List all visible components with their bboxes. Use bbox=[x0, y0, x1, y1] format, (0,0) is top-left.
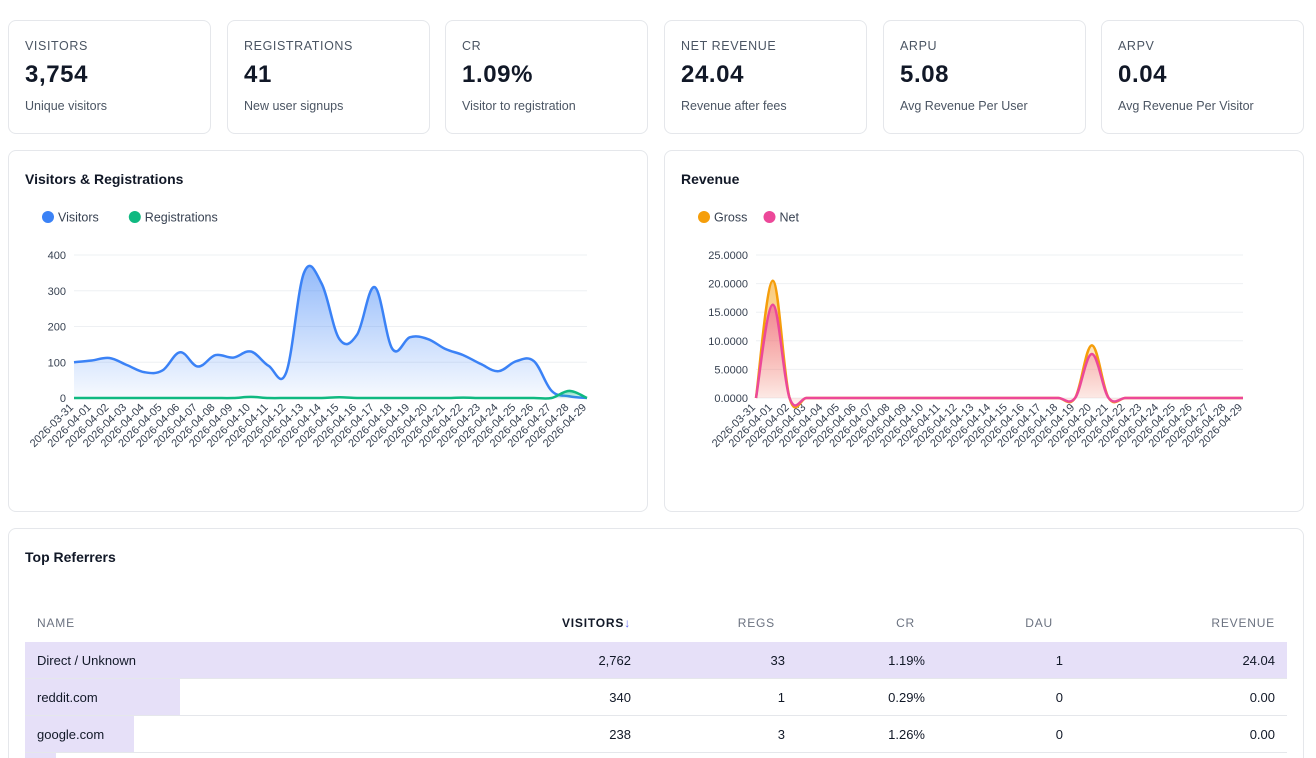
y-tick-label: 20.0000 bbox=[708, 279, 748, 291]
cell-revenue: 24.04 bbox=[1242, 653, 1275, 668]
legend-item-gross[interactable]: Gross bbox=[698, 211, 747, 225]
kpi-label: ARPU bbox=[900, 39, 938, 53]
kpi-sub: Avg Revenue Per Visitor bbox=[1118, 99, 1254, 113]
legend-label: Registrations bbox=[145, 211, 218, 225]
series-line-registrations bbox=[74, 389, 588, 400]
kpi-card-visitors: VISITORS 3,754 Unique visitors bbox=[8, 20, 211, 134]
cell-dau: 0 bbox=[1055, 690, 1063, 705]
cell-regs: 1 bbox=[777, 690, 785, 705]
y-tick-label: 10.0000 bbox=[708, 336, 748, 348]
kpi-card-net-revenue: NET REVENUE 24.04 Revenue after fees bbox=[664, 20, 867, 134]
series-area-net bbox=[756, 304, 1243, 406]
cell-dau: 1 bbox=[1055, 653, 1063, 668]
cell-regs: 3 bbox=[777, 727, 785, 742]
y-tick-label: 200 bbox=[48, 322, 66, 334]
kpi-value: 3,754 bbox=[25, 61, 89, 88]
kpi-card-registrations: REGISTRATIONS 41 New user signups bbox=[227, 20, 430, 134]
col-header-name[interactable]: NAME bbox=[37, 616, 75, 630]
top-referrers-panel: Top Referrers NAME VISITORS↓ REGS CR DAU… bbox=[8, 528, 1304, 758]
kpi-value: 5.08 bbox=[900, 61, 950, 88]
cell-revenue: 0.00 bbox=[1249, 690, 1275, 705]
kpi-sub: Visitor to registration bbox=[462, 99, 576, 113]
y-tick-label: 0.0000 bbox=[714, 393, 748, 405]
col-header-dau[interactable]: DAU bbox=[1025, 616, 1053, 630]
y-tick-label: 5.0000 bbox=[714, 364, 748, 376]
cell-visitors: 2,762 bbox=[598, 653, 631, 668]
y-tick-label: 300 bbox=[48, 286, 66, 298]
series-area-gross bbox=[756, 280, 1243, 408]
kpi-card-cr: CR 1.09% Visitor to registration bbox=[445, 20, 648, 134]
cell-dau: 0 bbox=[1055, 727, 1063, 742]
panel-title: Top Referrers bbox=[25, 549, 116, 565]
table-row[interactable]: Direct / Unknown 2,762 33 1.19% 1 24.04 bbox=[25, 642, 1287, 679]
cell-revenue: 0.00 bbox=[1249, 727, 1275, 742]
legend-label: Net bbox=[780, 211, 800, 225]
kpi-value: 41 bbox=[244, 61, 272, 88]
col-header-visitors-label: VISITORS bbox=[561, 616, 625, 630]
cell-cr: 1.19% bbox=[888, 653, 925, 668]
kpi-sub: New user signups bbox=[244, 99, 344, 113]
y-tick-label: 25.0000 bbox=[708, 250, 748, 262]
y-tick-label: 100 bbox=[48, 357, 66, 369]
legend-item-net[interactable]: Net bbox=[763, 211, 800, 225]
legend-item-registrations[interactable]: Registrations bbox=[128, 211, 218, 225]
legend-label: Visitors bbox=[58, 211, 99, 225]
legend-swatch bbox=[42, 211, 54, 223]
row-share-bar bbox=[25, 642, 1287, 678]
panel-title: Visitors & Registrations bbox=[25, 171, 184, 187]
kpi-row: VISITORS 3,754 Unique visitors REGISTRAT… bbox=[8, 20, 1304, 134]
panel-title: Revenue bbox=[681, 171, 740, 187]
row-share-bar bbox=[25, 753, 56, 758]
revenue-chart: Gross Net 0.0000 5.0000 10.0000 15.0000 20.000… bbox=[698, 211, 1245, 450]
cell-name: google.com bbox=[37, 727, 105, 742]
kpi-value: 24.04 bbox=[681, 61, 745, 88]
kpi-sub: Avg Revenue Per User bbox=[900, 99, 1028, 113]
legend-swatch bbox=[128, 211, 141, 223]
series-line-gross bbox=[754, 279, 1243, 409]
row-share-bar bbox=[25, 716, 134, 752]
series-line-net bbox=[754, 303, 1243, 407]
cell-name: reddit.com bbox=[37, 690, 98, 705]
col-header-regs[interactable]: REGS bbox=[737, 616, 775, 630]
table-row[interactable]: google.com 238 3 1.26% 0 0.00 bbox=[25, 716, 1287, 753]
row-share-bar bbox=[25, 679, 181, 715]
table-header: NAME VISITORS↓ REGS CR DAU REVENUE bbox=[25, 602, 1287, 642]
referrers-table: NAME VISITORS↓ REGS CR DAU REVENUE Direc… bbox=[25, 602, 1287, 758]
kpi-sub: Unique visitors bbox=[25, 99, 107, 113]
kpi-sub: Revenue after fees bbox=[681, 99, 787, 113]
visitors-registrations-chart: Visitors Registrations01002003004002026-0… bbox=[28, 211, 589, 450]
kpi-value: 1.09% bbox=[462, 61, 534, 88]
table-row[interactable]: api.daily.dev6700.00%00.00 bbox=[25, 753, 1287, 758]
series-area-visitors bbox=[74, 265, 587, 398]
kpi-label: NET REVENUE bbox=[681, 39, 777, 53]
revenue-panel: Revenue Gross Net 0.0000 5.0000 10.0000 15.00… bbox=[664, 150, 1304, 512]
series-line-visitors bbox=[73, 264, 588, 400]
kpi-value: 0.04 bbox=[1118, 61, 1168, 88]
col-header-cr[interactable]: CR bbox=[896, 616, 915, 630]
y-tick-label: 400 bbox=[48, 250, 66, 262]
kpi-label: REGISTRATIONS bbox=[244, 39, 353, 53]
y-tick-label: 0 bbox=[60, 393, 66, 405]
table-row[interactable]: reddit.com 340 1 0.29% 0 0.00 bbox=[25, 679, 1287, 716]
cell-regs: 33 bbox=[770, 653, 785, 668]
cell-visitors: 340 bbox=[609, 690, 631, 705]
legend-label: Gross bbox=[714, 211, 747, 225]
legend-item-visitors[interactable]: Visitors bbox=[42, 211, 99, 225]
cell-visitors: 238 bbox=[609, 727, 631, 742]
cell-cr: 0.29% bbox=[888, 690, 925, 705]
kpi-label: CR bbox=[462, 39, 482, 53]
sort-desc-icon: ↓ bbox=[624, 616, 631, 630]
kpi-card-arpu: ARPU 5.08 Avg Revenue Per User bbox=[883, 20, 1086, 134]
cell-name: Direct / Unknown bbox=[37, 653, 136, 668]
legend-swatch bbox=[763, 211, 776, 223]
col-header-visitors[interactable]: VISITORS↓ bbox=[562, 616, 631, 630]
cell-cr: 1.26% bbox=[888, 727, 925, 742]
kpi-card-arpv: ARPV 0.04 Avg Revenue Per Visitor bbox=[1101, 20, 1304, 134]
y-tick-label: 15.0000 bbox=[708, 307, 748, 319]
kpi-label: ARPV bbox=[1118, 39, 1155, 53]
kpi-label: VISITORS bbox=[25, 39, 88, 53]
visitors-registrations-panel: Visitors & Registrations Visitors Registr… bbox=[8, 150, 648, 512]
legend-swatch bbox=[698, 211, 710, 223]
col-header-revenue[interactable]: REVENUE bbox=[1211, 616, 1275, 630]
